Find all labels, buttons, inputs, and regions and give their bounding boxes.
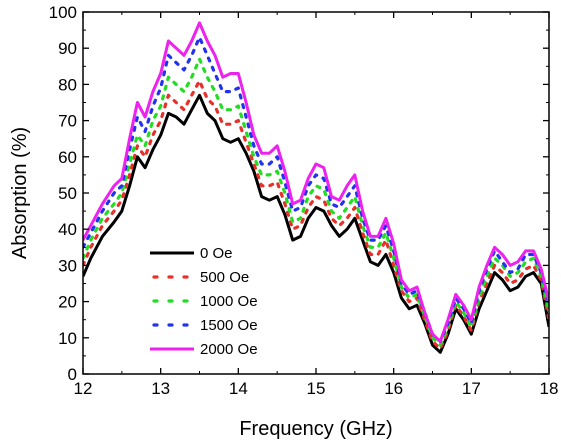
legend-label: 2000 Oe [200, 341, 258, 358]
legend-label: 1500 Oe [200, 317, 258, 334]
series-line-2000-oe [83, 21, 549, 343]
plot-frame [82, 11, 550, 375]
x-tick-label: 18 [540, 379, 559, 398]
x-axis-title: Frequency (GHz) [239, 418, 392, 440]
x-tick-label: 13 [151, 379, 170, 398]
legend: 0 Oe 500 Oe 1000 Oe 1500 Oe 2000 Oe [150, 245, 258, 358]
series-line-500-oe [83, 79, 549, 351]
y-tick-label: 20 [58, 293, 77, 312]
legend-label: 500 Oe [200, 269, 249, 286]
series-layer [83, 21, 549, 354]
x-tick-label: 17 [462, 379, 481, 398]
y-tick-label: 60 [58, 148, 77, 167]
x-tick-label: 14 [229, 379, 248, 398]
y-tick-label: 40 [58, 220, 77, 239]
x-tick-label: 16 [384, 379, 403, 398]
x-tick-label: 12 [74, 379, 93, 398]
y-tick-label: 50 [58, 184, 77, 203]
series-line-1500-oe [83, 35, 549, 343]
y-tick-label: 30 [58, 256, 77, 275]
y-axis-title: Absorption (%) [9, 127, 31, 259]
legend-label: 0 Oe [200, 245, 233, 262]
tick-layer: 12 13 14 15 16 17 18 0 10 20 30 40 50 60 70 80 90 100 [49, 3, 559, 398]
x-tick-label: 15 [307, 379, 326, 398]
y-tick-label: 10 [58, 329, 77, 348]
y-tick-label: 80 [58, 75, 77, 94]
y-tick-label: 0 [68, 365, 77, 384]
y-tick-label: 100 [49, 3, 77, 22]
y-tick-label: 90 [58, 39, 77, 58]
legend-label: 1000 Oe [200, 293, 258, 310]
y-tick-label: 70 [58, 112, 77, 131]
